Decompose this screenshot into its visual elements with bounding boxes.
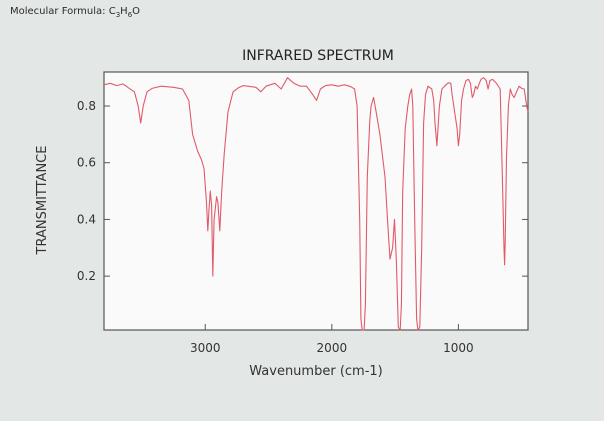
y-tick-label: 0.6: [77, 156, 96, 170]
axis-ticks: 3000 2000 1000 0.2 0.4 0.6 0.8: [77, 99, 528, 355]
spectrum-line: [103, 77, 529, 331]
x-tick-label: 3000: [190, 341, 221, 355]
x-axis-label: Wavenumber (cm-1): [249, 364, 382, 379]
chart-title: INFRARED SPECTRUM: [242, 48, 394, 64]
y-tick-label: 0.4: [77, 212, 96, 226]
formula-prefix: Molecular Formula: C: [10, 6, 116, 17]
formula-h-count: 6: [127, 11, 133, 19]
molecular-formula: Molecular Formula: C3H6O: [10, 6, 140, 19]
y-tick-label: 0.8: [77, 99, 96, 113]
plot-frame: [103, 71, 529, 331]
x-tick-label: 2000: [317, 341, 348, 355]
y-tick-label: 0.2: [77, 269, 96, 283]
x-tick-label: 1000: [443, 341, 474, 355]
formula-h: H: [120, 6, 128, 17]
formula-c-count: 3: [115, 11, 121, 19]
formula-o: O: [132, 6, 141, 17]
y-axis-label: TRANSMITTANCE: [35, 146, 50, 256]
